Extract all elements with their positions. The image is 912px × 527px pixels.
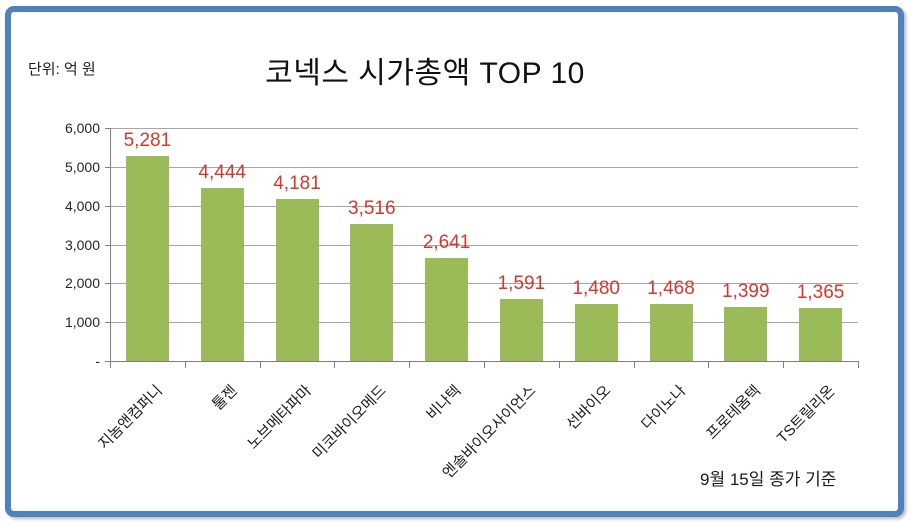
x-axis-tick [409,362,411,368]
bar-value-label: 3,516 [348,198,396,219]
y-gridline [110,128,858,129]
bar-value-label: 4,444 [198,162,246,183]
bar-value-label: 4,181 [273,173,321,194]
y-tick-label: 1,000 [64,314,100,331]
y-gridline [110,166,858,168]
x-axis-tick [334,362,336,368]
y-tick-label: 2,000 [64,275,100,292]
y-gridline [110,205,858,207]
y-axis-tick [105,128,110,129]
bar [125,156,169,361]
bar-value-label: 1,480 [572,278,620,299]
bar [425,258,469,361]
y-axis-tick [105,283,110,285]
y-gridline [110,244,858,246]
y-gridline [110,322,858,324]
y-tick-label: 3,000 [64,236,100,253]
bar-value-label: 1,591 [497,273,546,294]
bar [350,224,394,361]
y-axis-line [110,128,111,361]
bar-value-label: 1,468 [647,278,695,299]
y-axis-tick [105,361,110,362]
y-tick-label: 4,000 [64,197,100,214]
unit-label: 단위: 억 원 [28,61,96,78]
bar-value-label: 5,281 [123,130,172,151]
x-axis-tick [259,362,261,368]
bar [724,307,768,361]
date-caption: 9월 15일 종가 기준 [700,470,837,489]
x-axis-tick [110,362,111,368]
x-axis-tick [558,362,560,368]
bar-value-label: 1,365 [796,282,845,303]
x-axis-tick [633,362,635,368]
y-axis-tick [105,205,110,207]
x-axis-tick [783,362,785,368]
y-tick-label: - [95,353,100,369]
x-axis-tick [858,362,859,368]
bar [574,304,618,361]
bar [275,199,319,361]
x-axis-tick [484,362,485,368]
y-gridline [110,283,858,285]
bar-value-label: 2,641 [422,232,471,253]
bar [799,308,843,361]
y-axis-tick [105,244,110,246]
y-tick-label: 5,000 [64,158,100,175]
bar-value-label: 1,399 [722,281,770,302]
y-axis-tick [105,322,110,324]
x-axis-line [110,361,859,362]
bar [200,188,244,361]
bar [499,299,543,361]
chart-title: 코넥스 시가총액 TOP 10 [265,57,585,90]
x-axis-tick [708,362,710,368]
bar [649,304,693,361]
y-axis-tick [105,166,110,168]
x-axis-tick [184,362,186,368]
y-tick-label: 6,000 [64,120,100,136]
